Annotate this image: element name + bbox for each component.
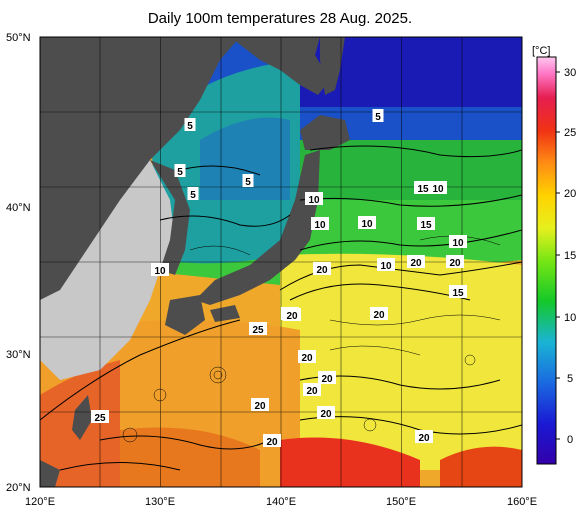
contour-label: 20 bbox=[321, 374, 333, 385]
x-tick-label: 160°E bbox=[507, 496, 537, 508]
contour-label-bg bbox=[446, 255, 464, 268]
contour-label: 25 bbox=[94, 413, 106, 424]
x-tick-label: 150°E bbox=[386, 496, 416, 508]
contour-label: 20 bbox=[373, 310, 385, 321]
contour-label: 10 bbox=[314, 220, 326, 231]
y-tick-label: 20°N bbox=[6, 482, 31, 494]
colorbar bbox=[536, 56, 557, 465]
contour-label-bg bbox=[283, 308, 301, 321]
colorbar-tick: 20 bbox=[564, 188, 576, 200]
colorbar-tick: 15 bbox=[564, 250, 576, 262]
contour-label: 10 bbox=[452, 238, 464, 249]
contour-label: 20 bbox=[301, 353, 313, 364]
contour-label: 20 bbox=[316, 265, 328, 276]
x-tick-label: 120°E bbox=[25, 496, 55, 508]
map-title: Daily 100m temperatures 28 Aug. 2025. bbox=[147, 10, 413, 27]
contour-label-bg bbox=[372, 109, 384, 122]
contour-label-bg bbox=[187, 187, 199, 200]
contour-label: 10 bbox=[380, 261, 392, 272]
contour-label-bg bbox=[407, 255, 425, 268]
x-tick-label: 140°E bbox=[266, 496, 296, 508]
contour-label: 15 bbox=[452, 288, 464, 299]
y-tick-label: 30°N bbox=[6, 349, 31, 361]
colorbar-tick: 10 bbox=[564, 312, 576, 324]
contour-label: 25 bbox=[252, 325, 264, 336]
contour-label-bg bbox=[415, 430, 433, 443]
contour-label: 20 bbox=[320, 409, 332, 420]
contour-label-bg bbox=[303, 383, 321, 396]
contour-label: 20 bbox=[410, 258, 422, 269]
contour-label: 10 bbox=[361, 219, 373, 230]
colorbar-tick: 5 bbox=[567, 373, 573, 385]
contour-label: 5 bbox=[187, 121, 193, 132]
contour-label: 20 bbox=[449, 258, 461, 269]
contour-label-bg bbox=[414, 181, 432, 194]
contour-label: 5 bbox=[245, 177, 251, 188]
y-tick-label: 40°N bbox=[6, 202, 31, 214]
colorbar-unit: [°C] bbox=[532, 45, 550, 57]
contour-label: 10 bbox=[308, 195, 320, 206]
y-tick-label: 50°N bbox=[6, 32, 31, 44]
contour-label: 20 bbox=[254, 401, 266, 412]
contour-label-bg bbox=[358, 216, 376, 229]
contour-label-bg bbox=[174, 164, 186, 177]
contour-label: 5 bbox=[190, 190, 196, 201]
colorbar-tick: 25 bbox=[564, 127, 576, 139]
contour-label-bg bbox=[311, 217, 329, 230]
contour-label-bg bbox=[242, 174, 254, 187]
contour-label-bg bbox=[305, 192, 323, 205]
contour-label-bg bbox=[377, 258, 395, 271]
contour-label-bg bbox=[370, 307, 388, 320]
contour-label: 5 bbox=[375, 112, 381, 123]
contour-label: 20 bbox=[306, 386, 318, 397]
contour-label-bg bbox=[263, 434, 281, 447]
contour-label: 15 bbox=[420, 220, 432, 231]
contour-label-bg bbox=[317, 406, 335, 419]
contour-label-bg bbox=[313, 262, 331, 275]
contour-label-bg bbox=[298, 350, 316, 363]
contour-label-bg bbox=[429, 181, 447, 194]
colorbar-tick: 30 bbox=[564, 67, 576, 79]
contour-label-bg bbox=[251, 398, 269, 411]
contour-label: 10 bbox=[154, 266, 166, 277]
x-tick-label: 130°E bbox=[145, 496, 175, 508]
contour-label: 20 bbox=[418, 433, 430, 444]
contour-label: 15 bbox=[417, 184, 429, 195]
contour-label: 20 bbox=[266, 437, 278, 448]
contour-label-bg bbox=[249, 322, 267, 335]
contour-label-bg bbox=[449, 285, 467, 298]
colorbar-tick: 0 bbox=[567, 434, 573, 446]
contour-label: 10 bbox=[432, 184, 444, 195]
contour-label-bg bbox=[318, 371, 336, 384]
map-area: 5555510101010101510101520201520202520202… bbox=[40, 37, 522, 487]
contour-label-bg bbox=[449, 235, 467, 248]
contour-label: 5 bbox=[177, 167, 183, 178]
contour-label-bg bbox=[151, 263, 169, 276]
contour-label-bg bbox=[417, 217, 435, 230]
contour-label-bg bbox=[184, 118, 196, 131]
contour-label: 20 bbox=[286, 311, 298, 322]
contour-label-bg bbox=[91, 410, 109, 423]
